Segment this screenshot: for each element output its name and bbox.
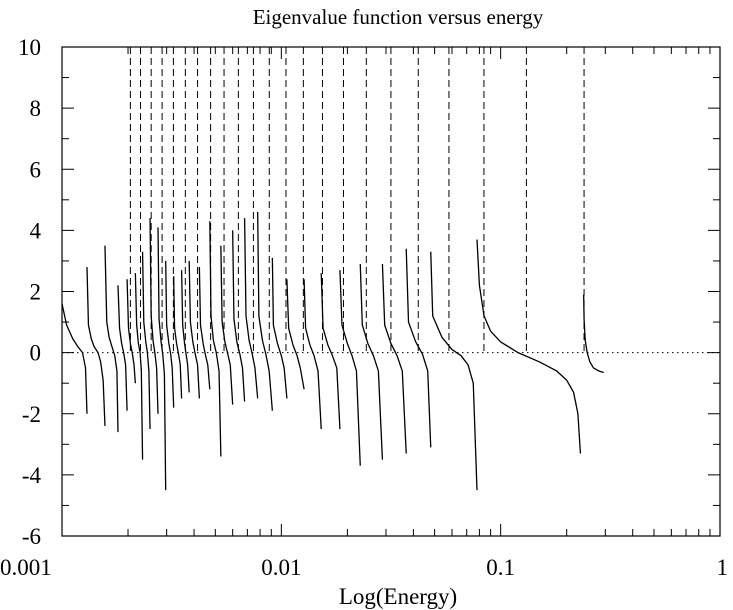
series-0-branch-8 [157, 227, 167, 491]
y-tick-label: 4 [30, 218, 42, 243]
series-0-branch-18 [257, 212, 273, 411]
x-tick-labels: 0.001 0.01 0.1 1 [0, 555, 728, 580]
series-0-branch-26 [405, 248, 432, 448]
x-tick-label: 0.001 [0, 555, 52, 580]
series-0-branch-16 [232, 230, 246, 402]
series-0-branch-0 [61, 303, 88, 414]
series-0-branch-21 [303, 279, 322, 430]
series-0-branch-12 [188, 260, 201, 399]
series-0-branch-27 [430, 251, 478, 491]
y-tick-label: 8 [30, 96, 42, 121]
eigenvalue-lines [129, 47, 585, 353]
series-0-branch-20 [286, 279, 305, 390]
series-0-branch-14 [209, 221, 222, 457]
series-0-branch-7 [149, 218, 159, 414]
series-0-branch-13 [198, 267, 211, 390]
eigenvalue-function-series [61, 212, 604, 491]
series-0-branch-29 [583, 294, 604, 374]
series-0-branch-9 [165, 260, 175, 408]
series-0-branch-3 [117, 285, 128, 411]
y-tick-labels: -6 -4 -2 0 2 4 6 8 10 [18, 35, 42, 549]
y-tick-label: 6 [30, 157, 42, 182]
x-tick-label: 0.01 [261, 555, 301, 580]
chart-title: Eigenvalue function versus energy [253, 5, 544, 29]
series-0-branch-10 [173, 276, 183, 399]
series-0-branch-1 [86, 267, 106, 427]
series-0-branch-28 [476, 239, 582, 454]
series-0-branch-2 [104, 245, 119, 433]
x-axis-label: Log(Energy) [339, 584, 457, 609]
x-tick-label: 1 [717, 555, 729, 580]
series-0-branch-6 [141, 251, 151, 430]
series-0-branch-4 [126, 279, 137, 384]
y-tick-label: 2 [30, 280, 42, 305]
series-0-branch-15 [220, 245, 234, 405]
axis-ticks [61, 46, 720, 537]
series-0-branch-17 [243, 218, 259, 399]
series-0-branch-5 [134, 273, 144, 460]
y-tick-label: -6 [22, 524, 41, 549]
y-tick-label: 0 [30, 341, 42, 366]
y-tick-label: -2 [22, 402, 41, 427]
y-tick-label: -4 [22, 463, 42, 488]
series-0-branch-24 [359, 263, 384, 460]
y-tick-label: 10 [18, 35, 41, 60]
series-0-branch-11 [180, 270, 190, 393]
series-0-branch-23 [339, 270, 361, 466]
x-tick-label: 0.1 [486, 555, 515, 580]
series-0-branch-25 [381, 263, 407, 454]
series-0-branch-22 [320, 273, 341, 430]
series-0-branch-19 [271, 257, 288, 399]
